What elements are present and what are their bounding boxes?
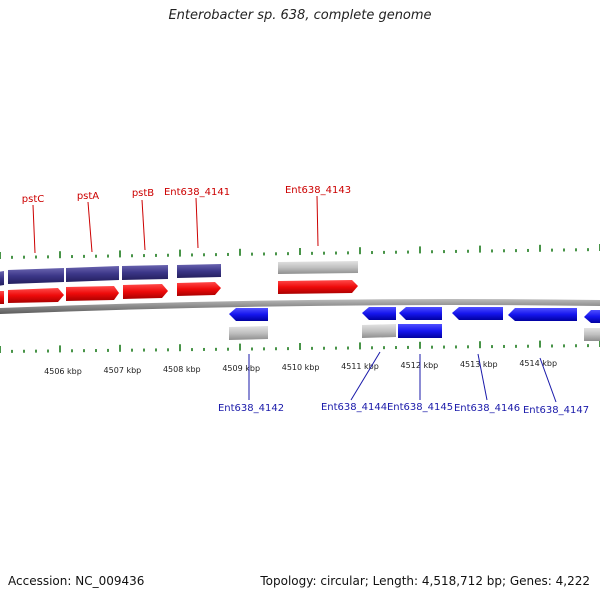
reverse-leaders xyxy=(248,351,557,403)
gene-label-4146: Ent638_4146 xyxy=(454,403,520,414)
misc-feature-4147 xyxy=(584,328,600,341)
gene-forward xyxy=(0,291,4,304)
cds-feature xyxy=(0,271,4,286)
gene-4141 xyxy=(177,282,221,296)
tick-label: 4514 kbp xyxy=(519,359,557,368)
gene-label-4142: Ent638_4142 xyxy=(218,403,284,414)
tick-label: 4511 kbp xyxy=(341,362,379,371)
tick-label: 4513 kbp xyxy=(460,360,498,369)
gene-label-4147: Ent638_4147 xyxy=(523,405,589,416)
cds-feature-psta xyxy=(66,266,119,282)
misc-feature-4142 xyxy=(229,326,268,340)
tick-label: 4509 kbp xyxy=(222,364,260,373)
gene-label-4145: Ent638_4145 xyxy=(387,402,453,413)
cds-feature-pstc xyxy=(8,268,64,284)
gene-label-psta: pstA xyxy=(77,191,99,202)
gene-4144 xyxy=(362,307,396,320)
accession-text: Accession: NC_009436 xyxy=(8,574,145,588)
tick-labels: 4506 kbp 4507 kbp 4508 kbp 4509 kbp 4510 kbp… xyxy=(44,359,557,376)
tick-label: 4512 kbp xyxy=(401,361,439,370)
gene-label-pstc: pstC xyxy=(22,194,44,205)
gene-4142 xyxy=(229,308,268,321)
gene-pstb xyxy=(123,284,168,299)
gene-4145-block xyxy=(398,324,442,338)
genome-backbone xyxy=(0,299,600,314)
tick-label: 4508 kbp xyxy=(163,365,201,374)
gene-psta xyxy=(66,286,119,301)
tick-label: 4510 kbp xyxy=(282,363,320,372)
genome-info-text: Topology: circular; Length: 4,518,712 bp… xyxy=(260,574,590,588)
tick-label: 4507 kbp xyxy=(104,366,142,375)
tick-label: 4506 kbp xyxy=(44,367,82,376)
gene-4147 xyxy=(508,308,577,321)
map-title: Enterobacter sp. 638, complete genome xyxy=(168,8,432,23)
gene-label-4143: Ent638_4143 xyxy=(285,185,351,196)
gene-pstc xyxy=(8,288,64,303)
tick-row-top xyxy=(0,244,600,259)
gene-4145-arrow xyxy=(399,307,442,320)
gene-reverse-edge xyxy=(584,310,600,323)
cds-feature-4141 xyxy=(177,264,221,278)
gene-4146 xyxy=(452,307,503,320)
tick-row-bottom xyxy=(0,340,600,353)
misc-feature-4143 xyxy=(278,261,358,274)
misc-feature-4144 xyxy=(362,324,396,338)
gene-label-4141: Ent638_4141 xyxy=(164,187,230,198)
cds-feature-pstb xyxy=(122,265,168,280)
gene-label-pstb: pstB xyxy=(132,188,154,199)
gene-label-4144: Ent638_4144 xyxy=(321,402,387,413)
forward-leaders xyxy=(32,195,319,254)
gene-4143 xyxy=(278,280,358,294)
